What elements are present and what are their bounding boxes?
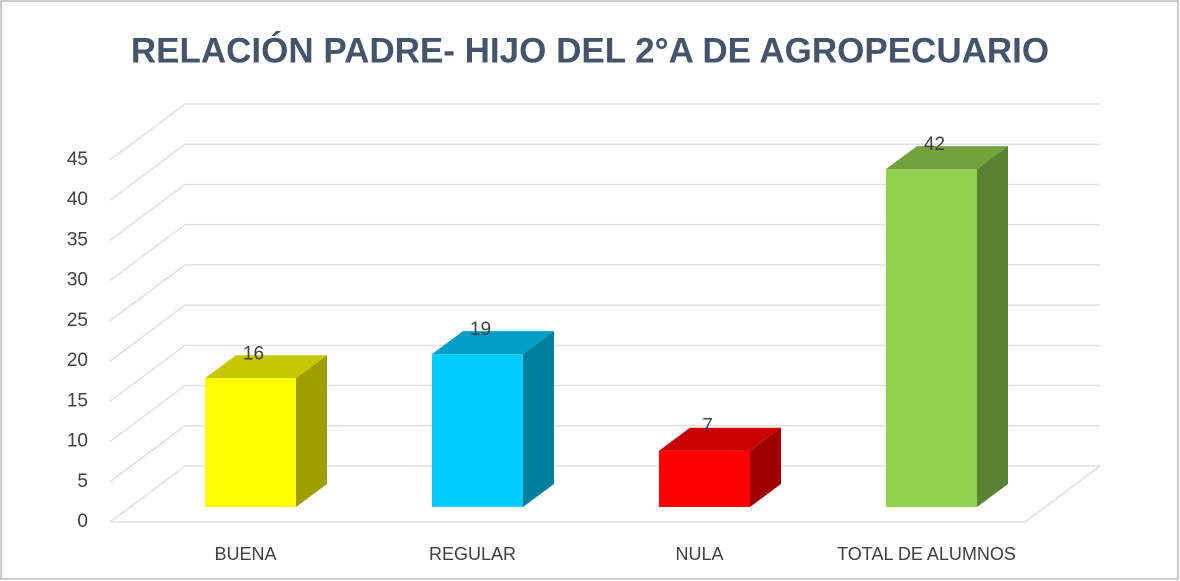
bar-side [296, 355, 327, 507]
y-tick-label: 0 [77, 511, 88, 532]
data-label: 16 [243, 343, 264, 364]
grid-line [109, 264, 186, 322]
data-label: 7 [702, 416, 713, 437]
bar-side [750, 427, 781, 507]
grid-line [109, 384, 186, 443]
floor-edge [1024, 465, 1101, 523]
y-tick-label: 35 [67, 229, 88, 250]
grid-line [109, 224, 186, 282]
y-tick-label: 30 [67, 270, 88, 291]
y-tick-label: 5 [77, 471, 88, 492]
bar-side [977, 146, 1008, 507]
x-tick-label: TOTAL DE ALUMNOS [837, 544, 1016, 564]
bar-top [659, 427, 781, 451]
grid-line [109, 465, 186, 523]
bar [205, 378, 296, 507]
bar [659, 450, 750, 507]
data-label: 19 [470, 319, 491, 340]
bar [432, 354, 523, 507]
grid-line [109, 344, 186, 402]
y-tick-label: 40 [67, 189, 88, 210]
bar-top [205, 355, 327, 379]
grid-line [109, 425, 186, 483]
y-tick-label: 10 [67, 431, 88, 452]
grid-line [109, 143, 186, 201]
bar-top [886, 146, 1008, 170]
x-tick-label: BUENA [214, 544, 276, 564]
bar-top [432, 331, 554, 355]
y-tick-label: 20 [67, 350, 88, 371]
bar-side [523, 331, 554, 507]
x-tick-label: REGULAR [429, 544, 516, 564]
y-tick-label: 45 [67, 149, 88, 170]
data-label: 42 [924, 134, 945, 155]
y-tick-label: 15 [67, 390, 88, 411]
y-tick-label: 25 [67, 310, 88, 331]
grid-line [109, 304, 186, 362]
grid-line [109, 183, 186, 242]
grid-line [109, 103, 186, 161]
x-tick-label: NULA [675, 544, 723, 564]
chart-title: RELACIÓN PADRE- HIJO DEL 2°A DE AGROPECU… [131, 30, 1049, 70]
bar [886, 169, 977, 507]
